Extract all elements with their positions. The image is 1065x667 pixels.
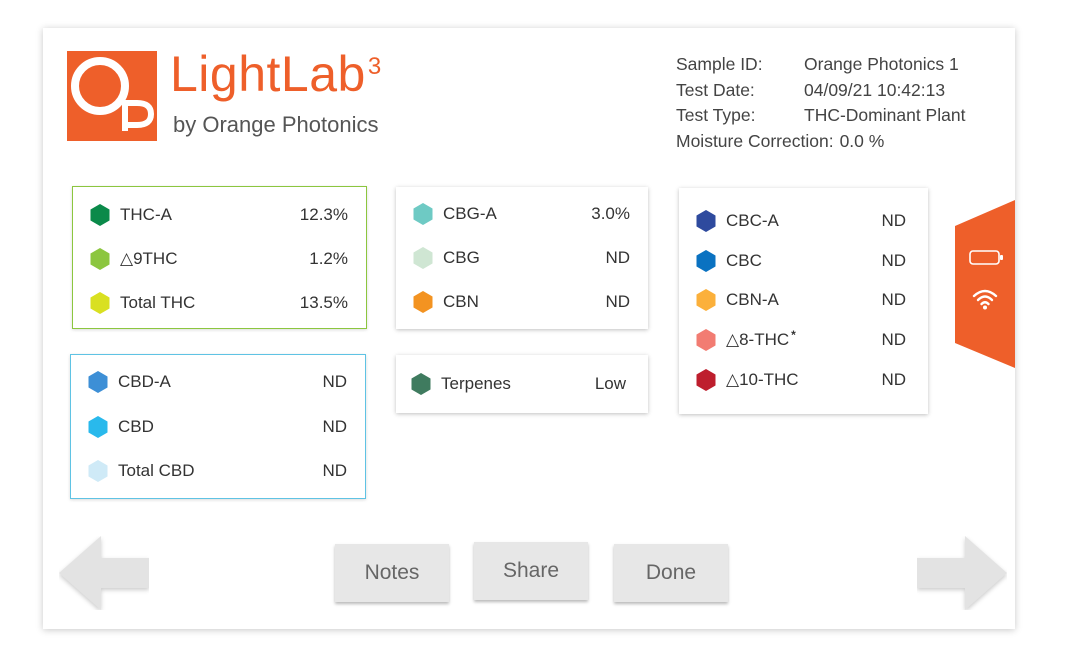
cannabinoid-value: 1.2% <box>309 249 348 268</box>
cannabinoid-row: CBD ND <box>88 415 347 439</box>
terpenes-value: Low <box>594 374 626 393</box>
hexagon-icon <box>696 369 716 391</box>
hexagon-icon <box>413 203 433 225</box>
cannabinoid-row: THC-A 12.3% <box>90 203 348 227</box>
app-title-superscript: 3 <box>367 53 382 80</box>
hexagon-icon <box>90 292 110 314</box>
cannabinoid-name: △9THC <box>120 249 178 268</box>
cannabinoid-row: CBD-A ND <box>88 370 347 394</box>
terpenes-card: Terpenes Low <box>396 355 648 413</box>
arrow-right-icon <box>917 536 1007 610</box>
arrow-left-icon <box>59 536 149 610</box>
moisture-value: 0.0 % <box>839 130 885 151</box>
hexagon-icon <box>696 329 716 351</box>
results-screen: LightLab3 by Orange Photonics Sample ID:… <box>43 28 1015 629</box>
cannabinoid-row: CBN-A ND <box>696 288 906 312</box>
moisture-label: Moisture Correction: <box>676 130 834 151</box>
hexagon-icon <box>90 248 110 270</box>
test-type-value: THC-Dominant Plant <box>804 105 966 125</box>
forward-arrow-button[interactable] <box>917 536 1007 610</box>
cannabinoid-row: △8-THC * ND <box>696 328 906 352</box>
cannabinoid-name: CBN-A <box>726 290 779 309</box>
done-button[interactable]: Done <box>614 544 728 602</box>
hexagon-icon <box>696 210 716 232</box>
cannabinoid-value: ND <box>881 211 906 230</box>
cannabinoid-value: 13.5% <box>299 293 348 312</box>
sample-id-row: Sample ID: Orange Photonics 1 <box>676 52 965 78</box>
test-type-label: Test Type: <box>676 105 756 125</box>
hexagon-icon <box>88 416 108 438</box>
cannabinoid-value: ND <box>605 292 630 311</box>
cannabinoid-name: CBC-A <box>726 211 779 230</box>
cannabinoid-name: CBD-A <box>118 372 171 391</box>
cannabinoid-name: CBN <box>443 292 479 311</box>
cannabinoid-value: ND <box>322 417 347 436</box>
cannabinoid-name: Total THC <box>120 293 196 312</box>
cannabinoid-name: △8-THC * <box>726 328 796 349</box>
hexagon-icon <box>413 291 433 313</box>
hexagon-icon <box>696 250 716 272</box>
cannabinoid-name: △10-THC <box>726 370 799 389</box>
cannabinoid-value: ND <box>881 370 906 389</box>
cannabinoid-name: CBC <box>726 251 762 270</box>
cannabinoid-row: CBG-A 3.0% <box>413 202 630 226</box>
cannabinoid-name: THC-A <box>120 205 172 224</box>
cannabinoid-row: CBG ND <box>413 246 630 270</box>
cannabinoid-value: ND <box>322 461 347 480</box>
test-type-row: Test Type: THC-Dominant Plant <box>676 103 965 129</box>
sample-id-value: Orange Photonics 1 <box>804 54 959 74</box>
cannabinoid-value: ND <box>605 248 630 267</box>
test-date-row: Test Date: 04/09/21 10:42:13 <box>676 78 965 104</box>
cannabinoid-value: ND <box>881 251 906 270</box>
cannabinoid-name: Total CBD <box>118 461 195 480</box>
cbg-card: CBG-A 3.0% CBG ND CBN ND <box>396 187 648 329</box>
cannabinoid-name: CBG-A <box>443 204 497 223</box>
test-date-value: 04/09/21 10:42:13 <box>804 79 946 100</box>
cannabinoid-value: ND <box>881 290 906 309</box>
cannabinoid-value: 12.3% <box>299 205 348 224</box>
orange-photonics-logo-icon <box>67 51 157 141</box>
hexagon-icon <box>88 371 108 393</box>
cannabinoid-name: CBD <box>118 417 154 436</box>
cannabinoid-value: 3.0% <box>591 204 630 223</box>
cannabinoid-row: CBC ND <box>696 249 906 273</box>
cannabinoid-value: ND <box>322 372 347 391</box>
cannabinoid-row: CBN ND <box>413 290 630 314</box>
cbd-card: CBD-A ND CBD ND Total CBD ND <box>70 354 366 499</box>
app-subtitle: by Orange Photonics <box>173 112 379 137</box>
terpenes-row: Terpenes Low <box>411 372 626 396</box>
terpenes-label: Terpenes <box>441 374 511 393</box>
app-title: LightLab3 <box>170 46 382 102</box>
minor-cannabinoids-card: CBC-A ND CBC ND CBN-A ND △8-THC * ND △10-… <box>679 188 928 414</box>
status-tab[interactable] <box>955 200 1015 368</box>
hexagon-icon <box>413 247 433 269</box>
back-arrow-button[interactable] <box>59 536 149 610</box>
cannabinoid-row: △10-THC ND <box>696 368 906 392</box>
hexagon-icon <box>696 289 716 311</box>
sample-id-label: Sample ID: <box>676 54 763 74</box>
moisture-row: Moisture Correction: 0.0 % <box>676 129 965 155</box>
thc-card: THC-A 12.3% △9THC 1.2% Total THC 13.5% <box>72 186 367 329</box>
share-button[interactable]: Share <box>474 542 588 600</box>
cannabinoid-row: △9THC 1.2% <box>90 247 348 271</box>
sample-info: Sample ID: Orange Photonics 1 Test Date: 0… <box>676 52 965 154</box>
hexagon-icon <box>88 460 108 482</box>
cannabinoid-row: CBC-A ND <box>696 209 906 233</box>
notes-button[interactable]: Notes <box>335 544 449 602</box>
cannabinoid-name: CBG <box>443 248 480 267</box>
hexagon-icon <box>90 204 110 226</box>
cannabinoid-value: ND <box>881 330 906 349</box>
test-date-label: Test Date: <box>676 79 755 100</box>
cannabinoid-row: Total CBD ND <box>88 459 347 483</box>
hexagon-icon <box>411 373 431 395</box>
battery-icon <box>969 250 1005 266</box>
wifi-icon <box>971 287 999 311</box>
cannabinoid-row: Total THC 13.5% <box>90 291 348 315</box>
footnote-marker: * <box>791 328 796 342</box>
